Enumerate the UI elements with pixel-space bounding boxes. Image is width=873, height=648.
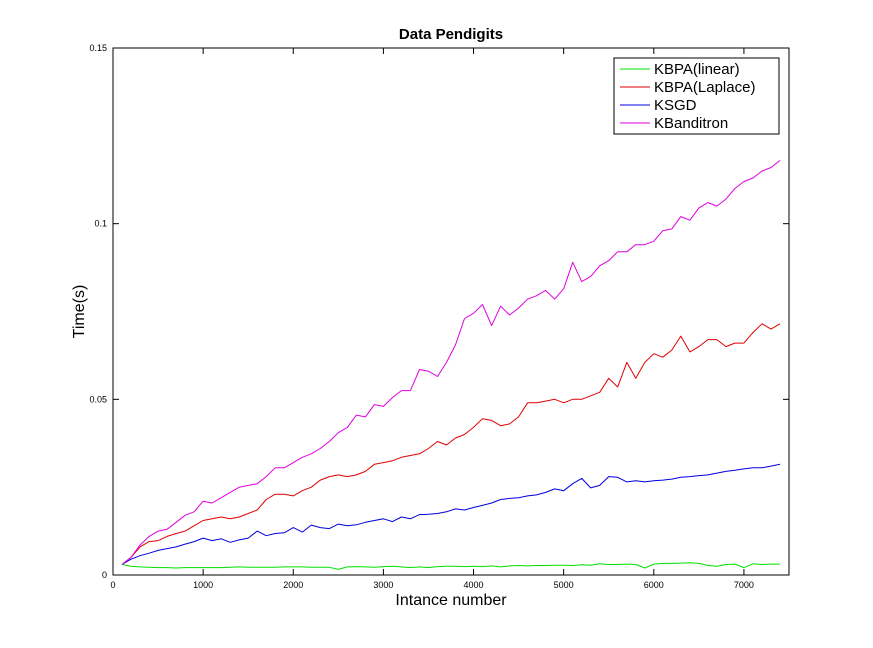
series-line-kbpa-linear — [121, 562, 780, 570]
x-tick-label: 7000 — [734, 580, 754, 590]
x-tick-label: 5000 — [554, 580, 574, 590]
legend-label: KSGD — [654, 97, 697, 114]
y-tick-label: 0.15 — [89, 43, 107, 53]
series-line-kbpa-laplace — [121, 323, 781, 565]
x-tick-label: 6000 — [644, 580, 664, 590]
y-tick-label: 0 — [102, 570, 107, 580]
tick-layer: 0 1000 2000 3000 4000 5000 6000 7000 0 0.05 0.1 0.1… — [89, 43, 789, 590]
plot-frame — [112, 47, 790, 576]
x-tick-label: 3000 — [373, 580, 393, 590]
y-tick-label: 0.1 — [94, 219, 107, 229]
x-tick-label: 2000 — [283, 580, 303, 590]
legend-label: KBanditron — [654, 115, 728, 132]
legend-box — [613, 57, 780, 135]
y-tick-label: 0.05 — [89, 394, 107, 404]
chart-title: Data Pendigits — [399, 26, 503, 43]
x-axis-title: Intance number — [395, 592, 507, 609]
x-tick-label: 0 — [110, 580, 115, 590]
series-line-kbanditron — [121, 160, 781, 565]
x-tick-label: 1000 — [193, 580, 213, 590]
legend-label: KBPA(linear) — [654, 61, 740, 78]
series-line-ksgd — [121, 463, 781, 565]
y-axis-title: Time(s) — [71, 285, 88, 339]
x-tick-label: 4000 — [464, 580, 484, 590]
legend-label: KBPA(Laplace) — [654, 79, 755, 96]
series-layer — [121, 160, 781, 570]
